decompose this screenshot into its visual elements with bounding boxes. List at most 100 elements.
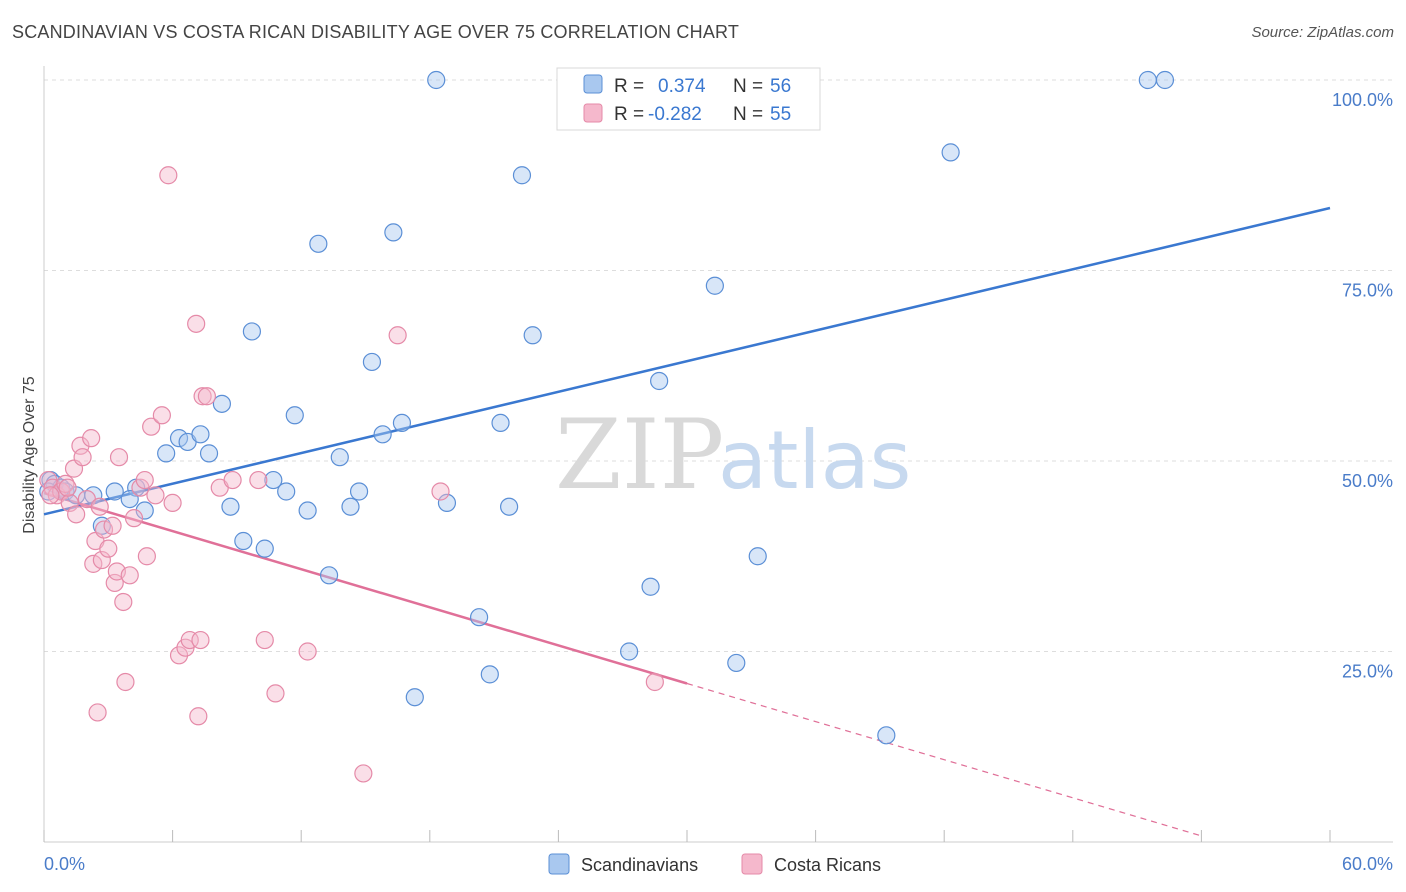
costa-ricans-point-13 bbox=[84, 554, 103, 573]
scandinavians-point-33 bbox=[384, 223, 403, 242]
watermark-atlas: atlas bbox=[718, 414, 911, 507]
costa-ricans-point-19 bbox=[99, 539, 118, 558]
scandinavians-point-24 bbox=[285, 406, 304, 425]
legend-r-label-1: R = bbox=[614, 76, 644, 97]
scandinavians-trend-line bbox=[43, 206, 1331, 516]
y-tick-label-1: 25.0% bbox=[1342, 662, 1393, 682]
costa-ricans-point-16 bbox=[90, 497, 109, 516]
scandinavians-point-34 bbox=[392, 413, 412, 432]
costa-ricans-point-45 bbox=[223, 470, 242, 490]
scandinavians-point-32 bbox=[373, 425, 392, 444]
costa-ricans-point-26 bbox=[120, 566, 139, 585]
costa-ricans-point-35 bbox=[163, 493, 182, 513]
y-tick-label-3: 75.0% bbox=[1342, 281, 1393, 301]
scandinavians-point-26 bbox=[309, 234, 328, 253]
series-legend-label-costa-ricans: Costa Ricans bbox=[774, 855, 881, 875]
costa-ricans-point-8 bbox=[67, 505, 86, 524]
y-tick-label-2: 50.0% bbox=[1342, 471, 1393, 491]
costa-ricans-trend-extension bbox=[686, 682, 1202, 837]
scandinavians-point-40 bbox=[491, 413, 510, 432]
scandinavians-point-18 bbox=[221, 497, 240, 516]
costa-ricans-point-39 bbox=[187, 314, 206, 333]
scandinavians-point-30 bbox=[349, 482, 369, 501]
costa-ricans-point-38 bbox=[180, 630, 199, 650]
costa-ricans-point-43 bbox=[189, 707, 208, 726]
costa-ricans-point-36 bbox=[169, 646, 189, 665]
scandinavians-point-52 bbox=[877, 726, 896, 745]
scandinavians-point-16 bbox=[199, 444, 219, 463]
costa-ricans-point-29 bbox=[135, 470, 154, 490]
legend-swatch-costa-ricans bbox=[583, 103, 603, 123]
scandinavians-point-31 bbox=[362, 352, 382, 372]
x-tick-label-max: 60.0% bbox=[1342, 854, 1393, 874]
scandinavians-point-41 bbox=[500, 497, 519, 516]
scandinavians-point-36 bbox=[427, 70, 446, 90]
legend-n-label-2: N = bbox=[733, 104, 763, 125]
legend-n-value-2: 55 bbox=[770, 104, 791, 125]
costa-ricans-point-52 bbox=[431, 482, 450, 501]
scandinavians-point-51 bbox=[748, 547, 767, 566]
costa-ricans-point-49 bbox=[298, 642, 317, 661]
costa-ricans-point-41 bbox=[197, 387, 216, 406]
costa-ricans-point-53 bbox=[645, 672, 664, 692]
scandinavians-point-53 bbox=[941, 143, 960, 162]
costa-ricans-point-20 bbox=[103, 516, 122, 535]
costa-ricans-point-23 bbox=[109, 448, 129, 467]
scandinavians-point-50 bbox=[727, 653, 746, 673]
scandinavians-point-54 bbox=[1138, 70, 1157, 90]
costa-ricans-point-51 bbox=[388, 326, 407, 345]
scandinavians-point-22 bbox=[264, 470, 283, 490]
scandinavians-point-45 bbox=[620, 642, 639, 661]
costa-ricans-point-47 bbox=[255, 630, 274, 650]
y-tick-label-4: 100.0% bbox=[1332, 90, 1393, 110]
costa-ricans-point-24 bbox=[114, 592, 133, 612]
scandinavians-points bbox=[39, 70, 1175, 745]
costa-ricans-point-10 bbox=[73, 448, 92, 467]
costa-ricans-point-40 bbox=[193, 387, 212, 406]
costa-ricans-point-55 bbox=[58, 478, 77, 497]
y-tick-labels: 25.0% 50.0% 75.0% 100.0% bbox=[1332, 90, 1393, 682]
scandinavians-point-12 bbox=[169, 429, 189, 448]
legend-n-value-1: 56 bbox=[770, 76, 791, 97]
costa-ricans-point-15 bbox=[88, 703, 107, 722]
series-legend-swatch-scandinavians bbox=[548, 853, 570, 875]
scandinavians-point-25 bbox=[298, 501, 317, 520]
scandinavians-trend-segment bbox=[43, 206, 1331, 516]
scandinavians-point-49 bbox=[705, 276, 724, 295]
scandinavians-point-37 bbox=[437, 493, 457, 513]
series-legend-label-scandinavians: Scandinavians bbox=[581, 855, 698, 875]
scandinavians-point-35 bbox=[405, 688, 424, 707]
scandinavians-point-55 bbox=[1155, 70, 1175, 90]
axes bbox=[43, 66, 1393, 843]
costa-ricans-point-32 bbox=[146, 486, 165, 505]
y-axis-label: Disability Age Over 75 bbox=[21, 376, 38, 534]
scandinavians-point-28 bbox=[330, 448, 349, 467]
scandinavians-point-43 bbox=[523, 326, 542, 345]
costa-ricans-point-54 bbox=[41, 486, 60, 505]
costa-ricans-point-48 bbox=[266, 684, 285, 703]
costa-ricans-point-34 bbox=[159, 166, 178, 185]
grid-lines bbox=[44, 79, 1393, 652]
costa-ricans-trend-segment bbox=[43, 491, 688, 685]
scandinavians-point-39 bbox=[480, 665, 499, 684]
scandinavians-point-21 bbox=[255, 539, 274, 558]
costa-ricans-point-6 bbox=[60, 493, 79, 513]
scandinavians-point-20 bbox=[242, 322, 262, 341]
scandinavians-point-10 bbox=[120, 490, 139, 509]
series-legend-swatch-costa-ricans bbox=[741, 853, 763, 875]
source-label: Source: ZipAtlas.com bbox=[1251, 24, 1394, 41]
scandinavians-point-7 bbox=[105, 482, 124, 501]
legend-r-label-2: R = bbox=[614, 104, 644, 125]
scandinavians-point-48 bbox=[650, 371, 669, 391]
costa-ricans-point-27 bbox=[124, 509, 144, 528]
costa-ricans-point-30 bbox=[137, 547, 156, 566]
scandinavians-point-42 bbox=[512, 166, 532, 185]
x-tick-label-min: 0.0% bbox=[44, 854, 85, 874]
costa-ricans-point-18 bbox=[94, 520, 114, 539]
scandinavians-point-29 bbox=[341, 497, 360, 516]
watermark-zip: ZIP bbox=[555, 399, 724, 511]
costa-ricans-point-21 bbox=[105, 573, 124, 593]
legend-r-value-1: 0.374 bbox=[658, 76, 706, 97]
scandinavians-point-17 bbox=[212, 394, 231, 413]
